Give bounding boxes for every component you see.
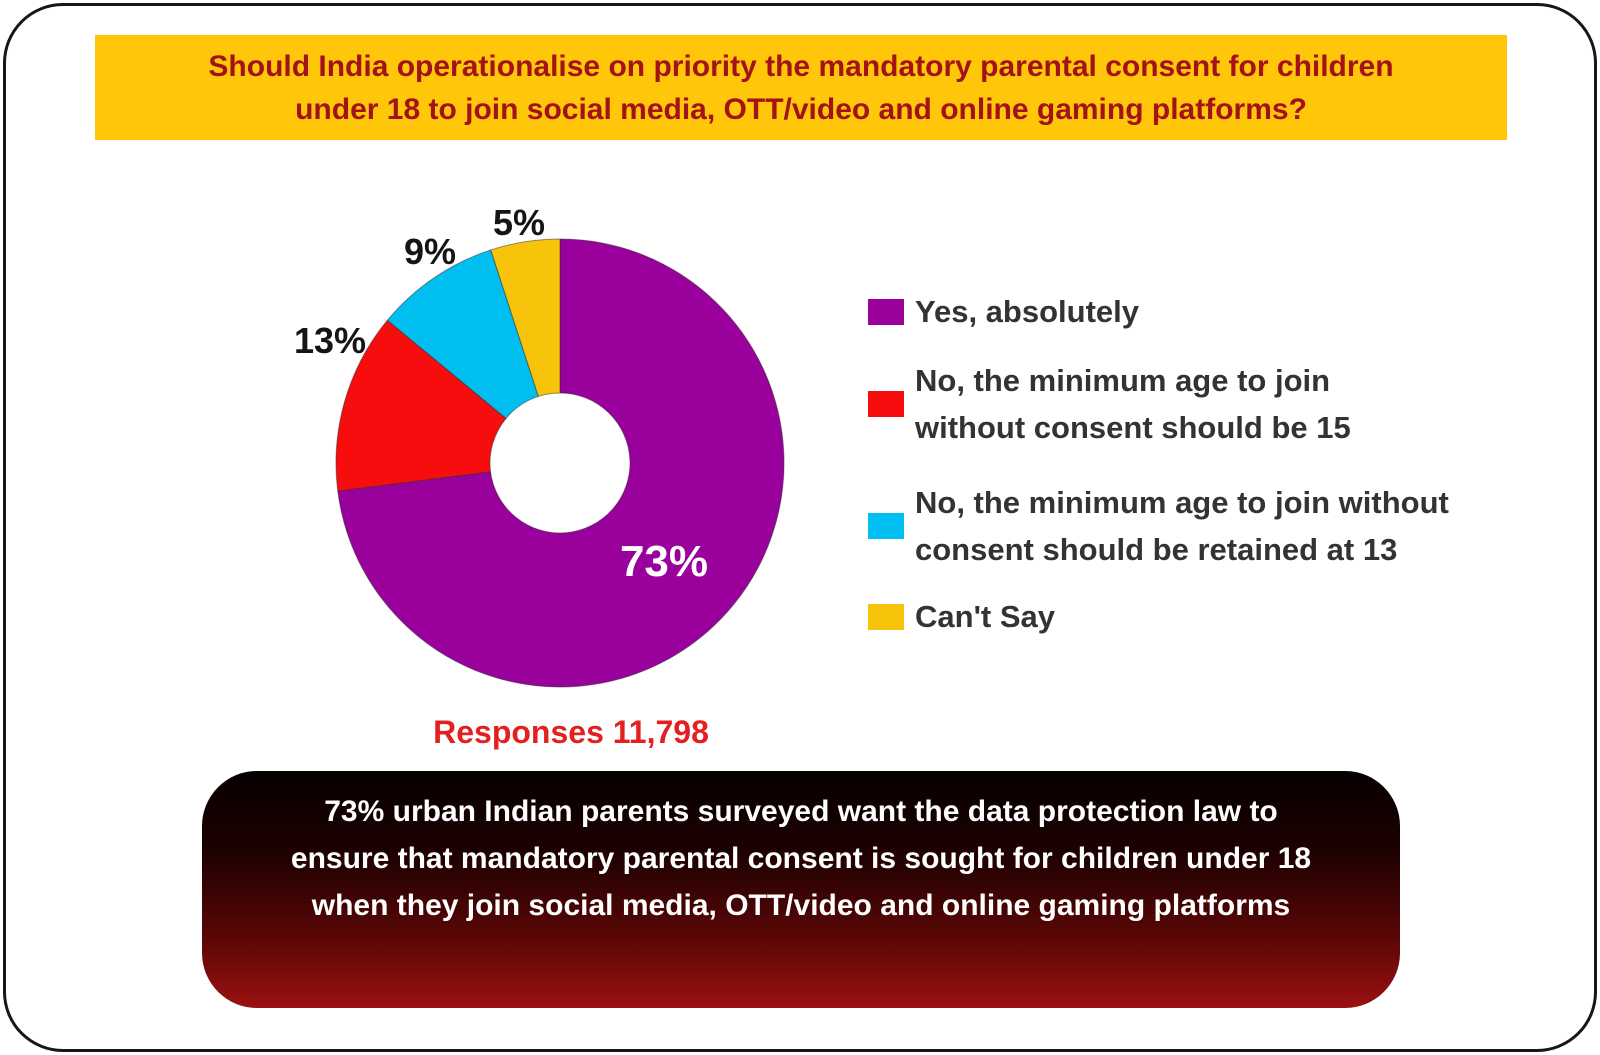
slice-value-label-age13: 9% xyxy=(403,231,457,272)
responses-count: Responses 11,798 xyxy=(433,714,709,750)
legend-text-line: No, the minimum age to join without xyxy=(915,485,1449,520)
legend-label: No, the minimum age to join without cons… xyxy=(915,479,1449,573)
donut-slice-3 xyxy=(490,238,561,398)
summary-line-2: ensure that mandatory parental consent i… xyxy=(290,842,1312,875)
legend-text-line: Can't Say xyxy=(915,599,1056,634)
legend-label: Can't Say xyxy=(915,593,1055,640)
legend-item-yes: Yes, absolutely xyxy=(868,288,1139,335)
slice-value-label-yes: 73% xyxy=(619,537,709,586)
slice-value-label-age15: 13% xyxy=(293,320,367,361)
donut-slice-0 xyxy=(337,238,785,688)
question-title-line-2: under 18 to join social media, OTT/video… xyxy=(295,92,1307,126)
legend-swatch-cyan xyxy=(868,513,904,539)
legend-text-line: No, the minimum age to join xyxy=(915,363,1331,398)
legend-swatch-yellow xyxy=(868,603,904,630)
donut-slice-1 xyxy=(335,319,507,492)
legend-swatch-red xyxy=(868,391,904,417)
summary-box: 73% urban Indian parents surveyed want t… xyxy=(202,771,1400,1008)
summary-line-1: 73% urban Indian parents surveyed want t… xyxy=(324,795,1278,828)
legend-item-age13: No, the minimum age to join without cons… xyxy=(868,479,1449,573)
summary-line-3: when they join social media, OTT/video a… xyxy=(311,889,1291,922)
slice-value-label-cantsay: 5% xyxy=(492,202,546,243)
legend-label: No, the minimum age to join without cons… xyxy=(915,357,1351,451)
legend-label: Yes, absolutely xyxy=(915,288,1139,335)
legend-text-line: without consent should be 15 xyxy=(915,410,1351,445)
legend-text-line: consent should be retained at 13 xyxy=(915,532,1398,567)
legend-swatch-purple xyxy=(868,298,904,325)
title-banner: Should India operationalise on priority … xyxy=(95,35,1507,140)
legend-item-cantsay: Can't Say xyxy=(868,593,1055,640)
question-title-line-1: Should India operationalise on priority … xyxy=(208,49,1394,83)
legend-text-line: Yes, absolutely xyxy=(915,294,1139,329)
legend-item-age15: No, the minimum age to join without cons… xyxy=(868,357,1351,451)
donut-slice-2 xyxy=(386,249,540,420)
